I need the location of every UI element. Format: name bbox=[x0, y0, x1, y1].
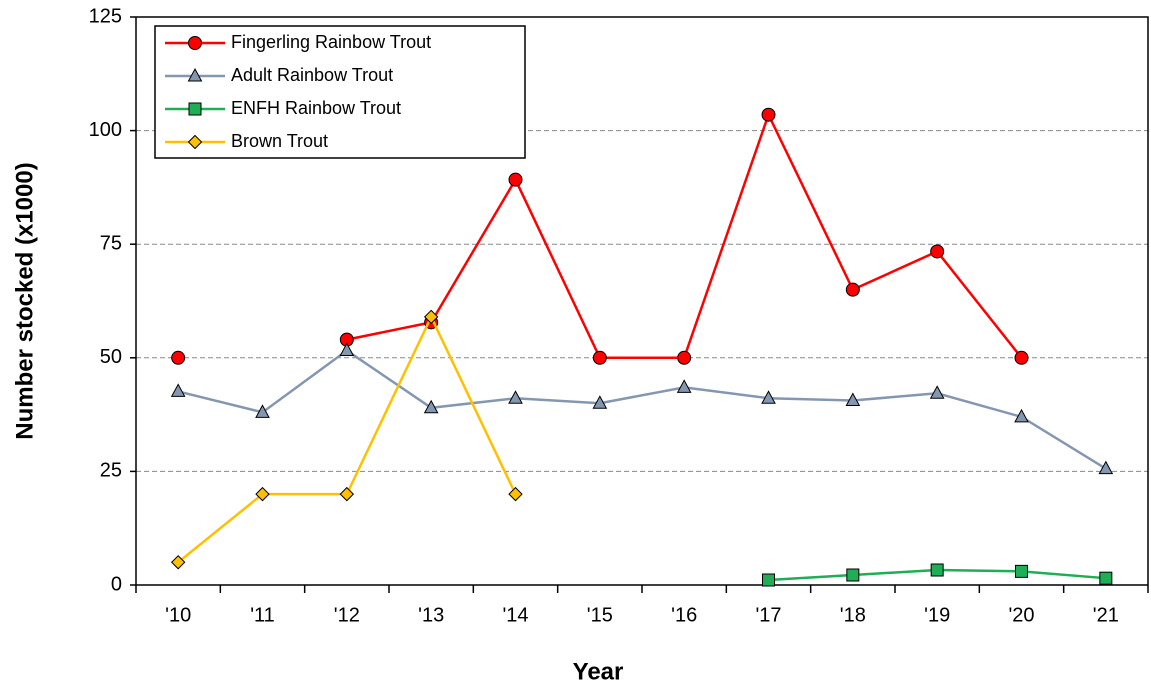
data-point bbox=[423, 399, 439, 414]
y-tick-label: 0 bbox=[111, 573, 122, 595]
legend-label: ENFH Rainbow Trout bbox=[231, 98, 401, 118]
x-tick-label: '21 bbox=[1093, 604, 1119, 626]
data-point bbox=[846, 568, 860, 582]
data-point bbox=[508, 486, 523, 502]
data-point bbox=[170, 555, 186, 570]
data-point bbox=[761, 107, 776, 122]
y-tick-label: 125 bbox=[89, 5, 122, 27]
data-point bbox=[929, 385, 945, 399]
data-point bbox=[1098, 460, 1114, 475]
x-tick-label: '19 bbox=[924, 604, 950, 626]
x-tick-label: '11 bbox=[250, 604, 275, 626]
legend-marker bbox=[188, 102, 202, 116]
data-point bbox=[930, 563, 944, 577]
data-point bbox=[171, 350, 186, 365]
data-point bbox=[1014, 350, 1029, 365]
y-tick-label: 75 bbox=[100, 232, 122, 254]
data-point bbox=[1099, 571, 1113, 585]
data-point bbox=[845, 392, 861, 407]
data-point bbox=[676, 379, 692, 393]
plot-frame bbox=[136, 16, 1149, 585]
data-point bbox=[1015, 564, 1028, 578]
legend-label: Adult Rainbow Trout bbox=[231, 65, 393, 85]
x-tick-label: '13 bbox=[418, 604, 444, 626]
x-axis-title: Year bbox=[573, 658, 624, 685]
legend-label: Fingerling Rainbow Trout bbox=[231, 32, 431, 52]
data-point bbox=[761, 390, 776, 404]
data-point bbox=[762, 573, 775, 587]
x-tick-label: '16 bbox=[671, 604, 697, 626]
x-tick-label: '15 bbox=[587, 604, 613, 626]
data-point bbox=[1014, 408, 1029, 423]
data-point bbox=[339, 486, 355, 502]
data-point bbox=[255, 404, 270, 418]
data-point bbox=[845, 282, 860, 297]
data-point bbox=[677, 350, 692, 365]
legend-marker bbox=[187, 67, 203, 82]
legend-label: Brown Trout bbox=[231, 131, 328, 151]
x-tick-label: '10 bbox=[165, 604, 191, 626]
data-point bbox=[255, 486, 270, 502]
y-tick-label: 100 bbox=[89, 119, 122, 141]
data-point bbox=[508, 390, 523, 404]
data-point bbox=[930, 244, 945, 259]
x-tick-label: '17 bbox=[755, 604, 781, 626]
legend-marker bbox=[187, 134, 203, 150]
data-point bbox=[339, 342, 355, 357]
y-axis-title: Number stocked (x1000) bbox=[11, 162, 38, 439]
x-tick-label: '18 bbox=[840, 604, 866, 626]
x-tick-label: '20 bbox=[1008, 604, 1034, 626]
y-tick-label: 50 bbox=[100, 346, 122, 368]
data-point bbox=[170, 383, 186, 397]
series-line bbox=[177, 349, 1107, 470]
y-tick-label: 25 bbox=[100, 460, 122, 482]
data-point bbox=[423, 309, 439, 325]
legend-marker bbox=[188, 36, 202, 50]
data-point bbox=[508, 172, 523, 187]
legend-box bbox=[154, 25, 526, 159]
x-tick-label: '14 bbox=[502, 604, 528, 626]
data-point bbox=[592, 395, 608, 409]
x-tick-label: '12 bbox=[334, 604, 360, 626]
data-point bbox=[592, 350, 607, 365]
